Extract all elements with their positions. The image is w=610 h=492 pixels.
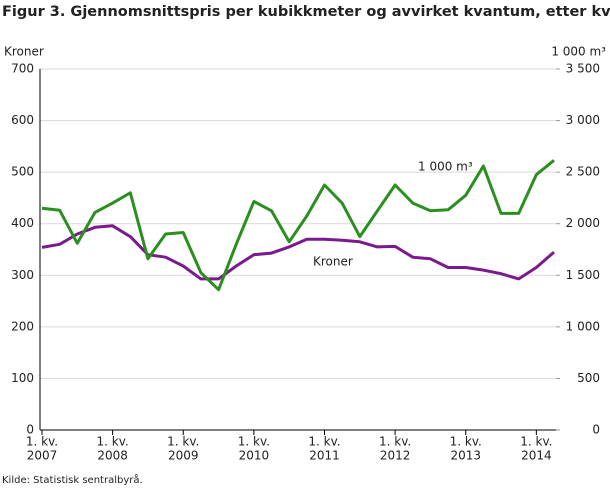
chart-title: Figur 3. Gjennomsnittspris per kubikkmet… bbox=[2, 4, 610, 20]
y-tick-label: 300 bbox=[11, 268, 34, 282]
y-tick-label: 700 bbox=[11, 62, 34, 76]
y-tick-label: 400 bbox=[11, 216, 34, 230]
y2-tick-label: 1 500 bbox=[566, 268, 600, 282]
y-tick-label: 500 bbox=[11, 165, 34, 179]
x-tick-label: 2012 bbox=[380, 449, 411, 463]
x-tick-label: 1. kv. bbox=[450, 435, 482, 449]
x-tick-label: 1. kv. bbox=[167, 435, 199, 449]
x-tick-label: 2007 bbox=[27, 449, 58, 463]
y2-tick-label: 2 000 bbox=[566, 216, 600, 230]
x-tick-label: 2009 bbox=[168, 449, 199, 463]
x-tick-label: 2014 bbox=[521, 449, 552, 463]
y-tick-label: 600 bbox=[11, 113, 34, 127]
series-label: Kroner bbox=[313, 255, 353, 269]
y2-tick-label: 1 000 bbox=[566, 319, 600, 333]
y2-tick-label: 2 500 bbox=[566, 165, 600, 179]
source: Kilde: Statistisk sentralbyrå. bbox=[2, 473, 143, 486]
x-tick-label: 2010 bbox=[239, 449, 270, 463]
series-line bbox=[41, 159, 555, 292]
y2-tick-label: 0 bbox=[592, 423, 600, 437]
x-tick-label: 1. kv. bbox=[379, 435, 411, 449]
x-tick-label: 1. kv. bbox=[97, 435, 129, 449]
y-tick-label: 0 bbox=[26, 423, 34, 437]
y-tick-label: 200 bbox=[11, 319, 34, 333]
y2-tick-label: 3 500 bbox=[566, 62, 600, 76]
series-line bbox=[41, 224, 555, 281]
y2-tick-label: 3 000 bbox=[566, 113, 600, 127]
x-tick-label: 1. kv. bbox=[26, 435, 58, 449]
series-label: 1 000 m³ bbox=[418, 160, 473, 174]
y2-tick-label: 500 bbox=[577, 371, 600, 385]
x-tick-label: 2013 bbox=[450, 449, 481, 463]
y-axis-title: Kroner bbox=[4, 45, 44, 59]
x-tick-label: 1. kv. bbox=[308, 435, 340, 449]
x-tick-label: 1. kv. bbox=[520, 435, 552, 449]
x-tick-label: 2008 bbox=[97, 449, 128, 463]
x-tick-label: 1. kv. bbox=[238, 435, 270, 449]
x-tick-label: 2011 bbox=[309, 449, 340, 463]
y2-axis-title: 1 000 m³ bbox=[551, 45, 606, 59]
y-tick-label: 100 bbox=[11, 371, 34, 385]
